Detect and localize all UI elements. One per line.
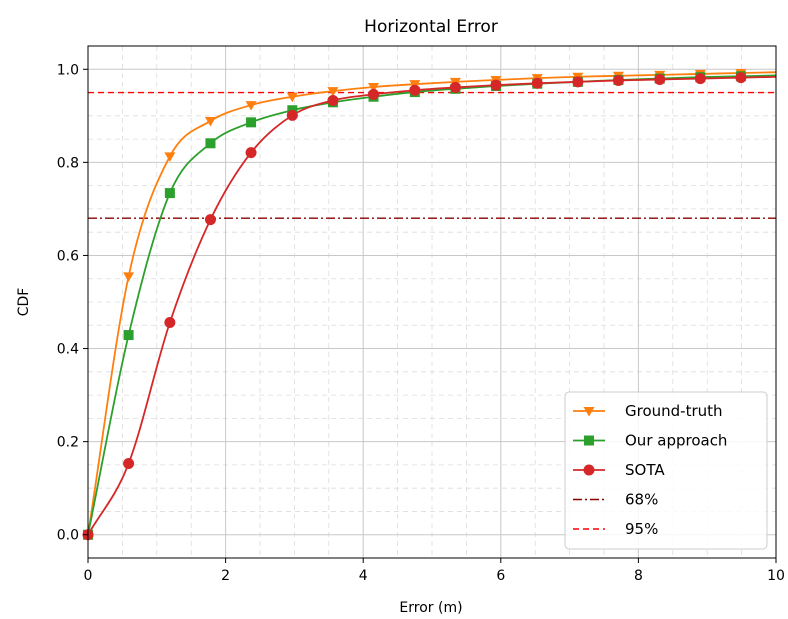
legend-marker-ground-truth <box>583 407 595 417</box>
marker-sota <box>164 316 176 328</box>
marker-sota <box>654 74 666 86</box>
y-tick-label: 0.2 <box>57 435 79 451</box>
x-tick-label: 0 <box>84 568 93 584</box>
x-tick-label: 2 <box>221 568 230 584</box>
legend-label-68-: 68% <box>625 491 658 509</box>
x-axis-ticks: 0 2 4 6 8 10 <box>84 558 785 584</box>
y-axis-label: CDF <box>16 288 32 317</box>
marker-sota <box>286 109 298 121</box>
marker-our-approach <box>205 138 216 149</box>
marker-sota <box>735 72 747 84</box>
marker-ground-truth <box>123 272 135 282</box>
marker-ground-truth <box>368 82 380 93</box>
marker-sota <box>327 94 339 106</box>
marker-sota <box>409 84 421 96</box>
legend-marker-our-approach <box>584 435 594 446</box>
y-tick-label: 0.8 <box>57 155 79 171</box>
plot-frame <box>87 45 777 559</box>
legend-label-our-approach: Our approach <box>625 432 727 450</box>
chart-title: Horizontal Error <box>364 17 498 37</box>
marker-our-approach <box>164 188 175 199</box>
marker-ground-truth <box>164 152 176 162</box>
marker-sota <box>204 214 216 226</box>
y-tick-label: 0.0 <box>57 528 79 544</box>
legend-box <box>564 391 768 550</box>
y-axis-ticks: 0.0 0.2 0.4 0.6 0.8 1.0 <box>57 62 88 544</box>
x-tick-label: 10 <box>767 568 785 584</box>
marker-sota <box>612 74 624 86</box>
x-tick-label: 8 <box>634 568 643 584</box>
y-tick-label: 1.0 <box>57 62 79 78</box>
marker-sota <box>123 458 135 470</box>
marker-sota <box>531 77 543 89</box>
series-markers <box>82 68 747 541</box>
marker-sota <box>449 81 461 93</box>
y-tick-label: 0.6 <box>57 248 79 264</box>
legend-label-ground-truth: Ground-truth <box>625 402 723 420</box>
marker-sota <box>572 76 584 88</box>
marker-ground-truth <box>245 101 257 111</box>
marker-our-approach <box>123 330 134 341</box>
legend-marker-sota <box>583 464 595 476</box>
legend: Ground-truth Our approach SOTA 68% 95% <box>564 391 768 550</box>
reference-lines <box>88 91 776 219</box>
marker-ground-truth <box>286 92 298 103</box>
marker-ground-truth <box>327 87 339 97</box>
marker-ground-truth <box>204 116 216 127</box>
marker-sota <box>694 73 706 85</box>
x-tick-label: 6 <box>496 568 505 584</box>
marker-sota <box>368 88 380 100</box>
x-tick-label: 4 <box>359 568 368 584</box>
legend-label-95-: 95% <box>625 520 658 538</box>
marker-our-approach <box>246 117 257 128</box>
marker-sota <box>245 147 257 159</box>
y-tick-label: 0.4 <box>57 342 79 358</box>
x-axis-label: Error (m) <box>399 600 462 616</box>
marker-sota <box>490 79 502 91</box>
legend-label-sota: SOTA <box>625 461 665 479</box>
